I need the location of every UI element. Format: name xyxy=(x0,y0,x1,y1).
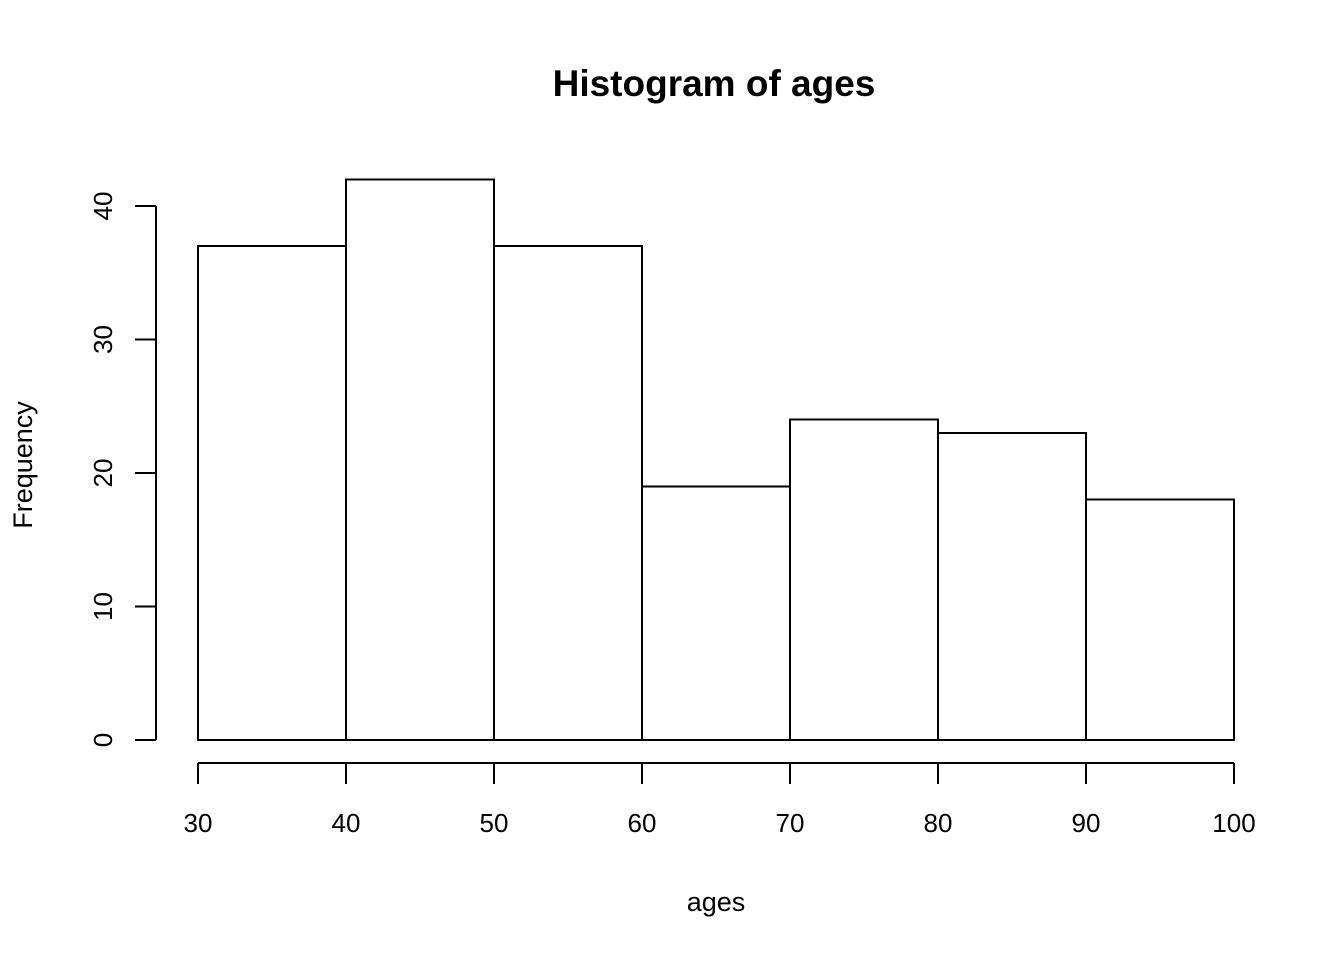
histogram-bar xyxy=(197,245,347,742)
histogram-bar xyxy=(937,431,1087,741)
x-tick-label: 80 xyxy=(924,808,953,838)
x-tick-label: 40 xyxy=(332,808,361,838)
y-tick-label: 30 xyxy=(88,325,118,354)
x-tick-label: 50 xyxy=(480,808,509,838)
chart-title: Histogram of ages xyxy=(553,63,876,104)
x-tick-label: 30 xyxy=(184,808,213,838)
x-tick-label: 100 xyxy=(1212,808,1255,838)
x-tick-label: 90 xyxy=(1072,808,1101,838)
bars-group xyxy=(197,178,1235,742)
histogram-bar xyxy=(789,418,939,741)
x-tick-label: 70 xyxy=(776,808,805,838)
histogram-bar xyxy=(493,245,643,742)
x-axis: 30 40 50 60 70 80 90 100 xyxy=(184,762,1256,838)
histogram-bar xyxy=(345,178,495,742)
histogram-bar xyxy=(1085,498,1235,742)
y-axis-label: Frequency xyxy=(8,401,38,529)
x-tick-label: 60 xyxy=(628,808,657,838)
y-tick-label: 0 xyxy=(88,733,118,747)
histogram-bar xyxy=(641,485,791,741)
y-tick-label: 20 xyxy=(88,459,118,488)
y-tick-label: 10 xyxy=(88,592,118,621)
y-axis: 0 10 20 30 40 xyxy=(88,192,157,747)
y-tick-label: 40 xyxy=(88,192,118,221)
x-axis-label: ages xyxy=(687,887,746,917)
